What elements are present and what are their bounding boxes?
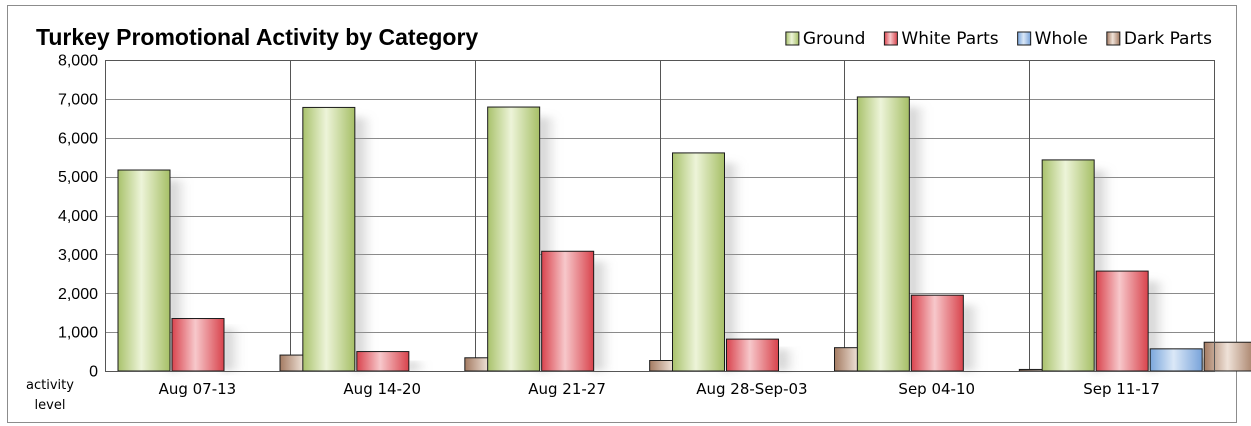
legend-swatch-whole	[1017, 31, 1032, 46]
bar-ground	[487, 106, 541, 372]
bar-shadow	[961, 305, 982, 371]
legend: Ground White Parts Whole Dark Parts	[785, 29, 1212, 49]
legend-label-whole: Whole	[1035, 29, 1088, 49]
plot-area-border	[105, 60, 1215, 372]
legend-label-dark-parts: Dark Parts	[1124, 29, 1212, 49]
bar-ground	[1041, 159, 1095, 372]
legend-label-ground: Ground	[803, 29, 866, 49]
y-tick-label: 3,000	[58, 247, 98, 264]
bar-shadow	[591, 261, 612, 371]
y-tick-label: 7,000	[58, 91, 98, 108]
legend-swatch-white-parts	[883, 31, 898, 46]
bar-ground	[856, 96, 910, 372]
y-tick-label: 2,000	[58, 286, 98, 303]
legend-swatch-dark-parts	[1106, 31, 1121, 46]
category-separators	[290, 60, 1030, 371]
bar-white-parts	[541, 250, 595, 372]
bar-ground	[117, 169, 171, 372]
y-axis-label-line1: activity	[26, 378, 74, 393]
legend-label-white-parts: White Parts	[901, 29, 998, 49]
x-tick-label: Aug 07-13	[159, 380, 237, 398]
y-tick-label: 6,000	[58, 130, 98, 147]
x-axis-category-labels: Aug 07-13 Aug 14-20 Aug 21-27 Aug 28-Sep-03…	[159, 380, 1160, 398]
bar-shadow	[222, 328, 242, 371]
x-tick-label: Aug 21-27	[528, 380, 606, 398]
bar-shadow	[776, 349, 797, 371]
bar-white-parts	[910, 294, 964, 372]
bar-shadow	[406, 361, 427, 371]
y-tick-label: 5,000	[58, 169, 98, 186]
y-axis-tick-labels: 0 1,000 2,000 3,000 4,000 5,000 6,000 7,000 8,00…	[58, 53, 98, 381]
bar-white-parts	[726, 338, 779, 372]
y-tick-label: 0	[89, 364, 98, 381]
bar-dark-parts	[1203, 341, 1251, 372]
bar-whole	[1149, 348, 1203, 372]
chart-title: Turkey Promotional Activity by Category	[36, 24, 478, 50]
legend-swatch-ground	[785, 31, 800, 46]
bar-white-parts	[356, 351, 410, 372]
bar-ground	[302, 106, 356, 372]
x-tick-label: Aug 14-20	[343, 380, 421, 398]
axes	[105, 60, 1215, 372]
x-tick-label: Sep 11-17	[1083, 380, 1160, 398]
bars	[117, 96, 1251, 372]
bar-white-parts	[1095, 270, 1149, 372]
bar-ground	[672, 152, 725, 372]
x-tick-label: Aug 28-Sep-03	[696, 380, 807, 398]
y-tick-label: 4,000	[58, 208, 98, 225]
bar-shadow	[722, 162, 743, 371]
y-axis-label-line2: level	[35, 398, 66, 413]
bar-white-parts	[171, 318, 225, 372]
x-tick-label: Sep 04-10	[898, 380, 975, 398]
bar-shadow	[352, 117, 373, 372]
y-tick-label: 1,000	[58, 325, 98, 342]
y-tick-label: 8,000	[58, 53, 98, 70]
